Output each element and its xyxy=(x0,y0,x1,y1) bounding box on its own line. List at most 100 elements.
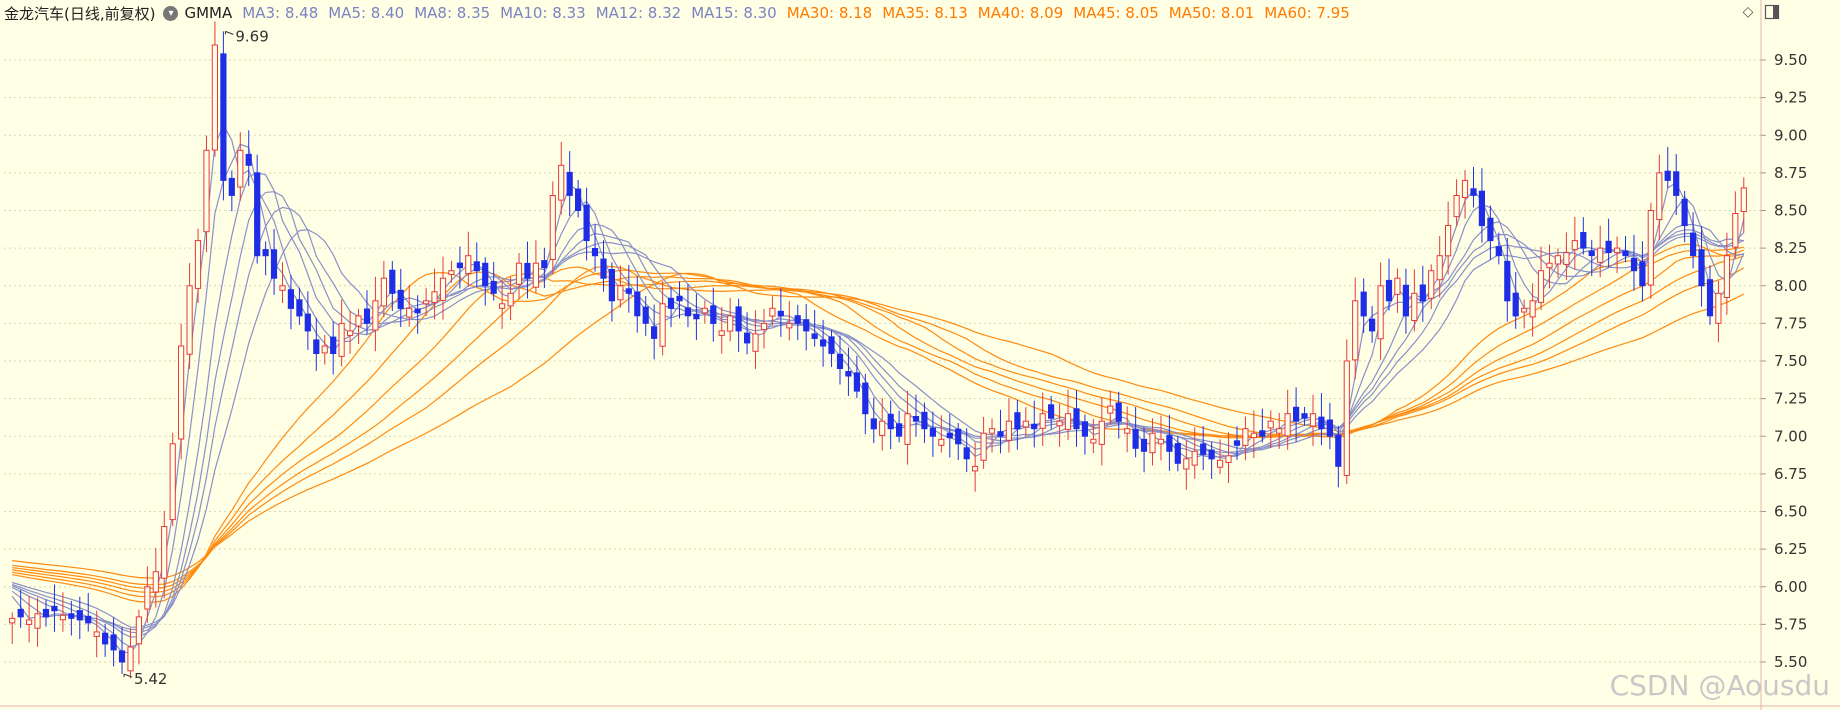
candle-body xyxy=(245,153,252,166)
candle-body xyxy=(727,315,734,332)
candle-body xyxy=(423,300,430,305)
candle-body xyxy=(169,443,176,521)
candle-body xyxy=(34,613,41,629)
candle-body xyxy=(507,292,514,307)
candle-body xyxy=(1537,270,1545,303)
candle-body xyxy=(701,307,708,314)
candle-body xyxy=(1690,232,1697,257)
short-ma12 xyxy=(12,206,1745,631)
y-tick-label: 6.50 xyxy=(1774,503,1807,521)
candle-body xyxy=(718,330,725,336)
candle-body xyxy=(575,188,582,211)
candle-body xyxy=(972,465,979,472)
candle-body xyxy=(144,586,151,610)
candle-body xyxy=(1124,428,1131,434)
candle-body xyxy=(828,336,835,354)
y-tick-label: 7.75 xyxy=(1774,314,1807,332)
ma-label-11: MA60: 7.95 xyxy=(1264,4,1350,22)
y-tick-label: 9.00 xyxy=(1774,126,1807,144)
candle-body xyxy=(955,428,962,445)
candle-body xyxy=(1385,279,1393,302)
candle-body xyxy=(296,299,303,317)
chevron-down-icon[interactable]: ▾ xyxy=(163,5,179,21)
candle-body xyxy=(1031,423,1038,430)
candle-body xyxy=(1115,402,1122,422)
candle-body xyxy=(887,413,894,430)
ma-label-2: MA8: 8.35 xyxy=(414,4,491,22)
candle-body xyxy=(186,285,193,355)
candle-body xyxy=(490,281,497,294)
candle-body xyxy=(946,432,953,439)
candle-body xyxy=(1402,284,1410,317)
y-tick-label: 8.50 xyxy=(1774,202,1807,220)
ma-label-9: MA45: 8.05 xyxy=(1073,4,1159,22)
candle-body xyxy=(642,306,649,324)
candle-body xyxy=(752,333,759,352)
candle-body xyxy=(803,319,810,332)
candle-body xyxy=(1504,260,1511,302)
diamond-icon[interactable]: ◇ xyxy=(1742,4,1754,20)
candle-body xyxy=(1732,213,1739,248)
candle-body xyxy=(1309,413,1317,427)
candle-body xyxy=(1546,262,1553,269)
annotation-arrow xyxy=(123,673,133,678)
candle-body xyxy=(963,447,970,460)
candle-body xyxy=(1622,250,1629,257)
ma-label-10: MA50: 8.01 xyxy=(1168,4,1255,22)
ma-label-4: MA12: 8.32 xyxy=(595,4,682,22)
candle-body xyxy=(347,330,354,336)
candle-body xyxy=(211,44,219,151)
candle-body xyxy=(1301,413,1308,419)
ma-label-1: MA5: 8.40 xyxy=(328,4,405,22)
candle-body xyxy=(625,288,632,294)
candle-body xyxy=(152,571,159,593)
candle-body xyxy=(1529,300,1536,318)
y-tick-label: 8.25 xyxy=(1774,239,1807,257)
candle-body xyxy=(879,420,886,436)
candle-body xyxy=(853,372,860,392)
candle-body xyxy=(135,616,143,645)
candle-body xyxy=(515,262,523,285)
candle-body xyxy=(482,262,489,287)
y-tick-label: 9.50 xyxy=(1774,51,1807,69)
candle-body xyxy=(980,432,987,461)
candle-body xyxy=(684,307,691,317)
candle-body xyxy=(127,646,134,672)
candle-body xyxy=(693,313,700,320)
candle-body xyxy=(68,613,75,619)
candle-body xyxy=(820,339,827,347)
candle-body xyxy=(51,605,58,612)
candle-body xyxy=(279,285,286,291)
candle-body xyxy=(769,307,776,317)
toolbar-icons: ◇ xyxy=(1740,4,1780,20)
candle-body xyxy=(1326,419,1334,437)
candle-body xyxy=(710,305,717,324)
panel-toggle-icon[interactable] xyxy=(1764,4,1780,20)
candle-body xyxy=(9,617,16,624)
candle-body xyxy=(102,632,109,645)
candle-body xyxy=(1588,250,1595,257)
candle-body xyxy=(1022,420,1029,428)
chart-header: 金龙汽车(日线,前复权) ▾ GMMA MA3: 8.48 MA5: 8.40 MA… xyxy=(0,0,1760,26)
candle-body xyxy=(1208,449,1215,460)
candle-body xyxy=(558,164,565,201)
candle-body xyxy=(1673,171,1680,196)
candle-body xyxy=(406,307,413,318)
short-ma15 xyxy=(12,228,1745,628)
candle-body xyxy=(617,285,624,301)
candle-body xyxy=(414,308,421,314)
candle-body xyxy=(1521,307,1528,313)
candle-body xyxy=(228,177,235,196)
indicator-name[interactable]: GMMA xyxy=(184,4,233,22)
candle-body xyxy=(194,240,202,289)
long-ma50 xyxy=(12,265,1745,586)
candle-body xyxy=(1419,284,1426,302)
candle-body xyxy=(667,297,675,309)
candle-body xyxy=(1706,279,1714,317)
short-ma8 xyxy=(11,172,1744,638)
candle-body xyxy=(1335,434,1342,467)
candle-body xyxy=(1453,195,1460,218)
candle-body xyxy=(760,322,768,331)
candle-body xyxy=(1098,420,1105,445)
